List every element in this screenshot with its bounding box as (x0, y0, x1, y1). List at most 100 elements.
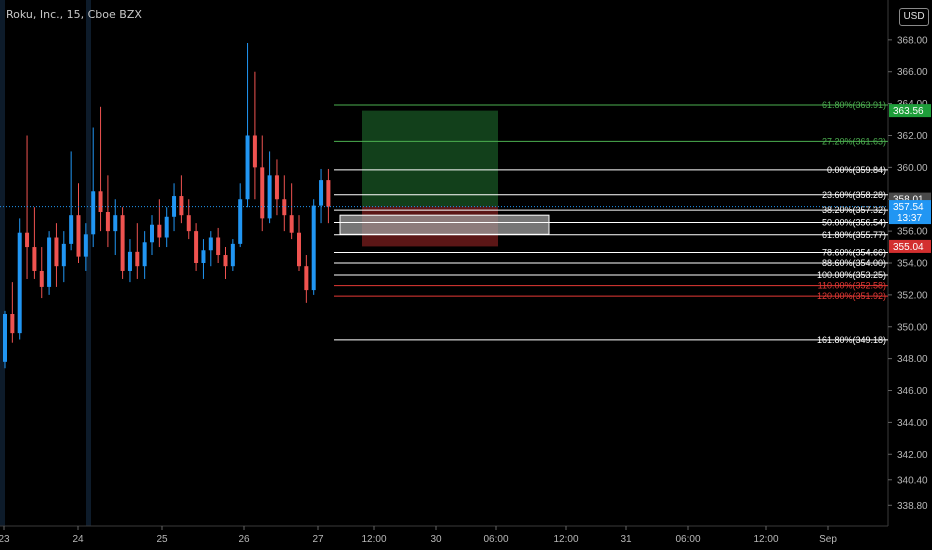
fib-level-label: 120.00%(351.92) (817, 291, 886, 301)
candle-body (76, 215, 81, 257)
symbol-title: Roku, Inc., 15, Cboe BZX (6, 8, 142, 21)
candle-body (91, 191, 96, 235)
time-tick-label: 12:00 (553, 534, 578, 545)
price-badge (889, 239, 931, 253)
candle-body (135, 251, 140, 267)
candle-body (267, 175, 272, 219)
candle-body (164, 216, 169, 238)
target-zone (362, 110, 498, 207)
candle-body (311, 205, 316, 291)
fib-level-label: 27.20%(361.63) (822, 136, 886, 146)
fibonacci-levels: 161.80%(349.18) 120.00%(351.92)110.00%(35… (334, 100, 888, 345)
fib-level-label: 110.00%(352.58) (818, 281, 886, 291)
price-badge-label: 357.54 (893, 202, 924, 213)
time-tick-label: 30 (430, 534, 442, 545)
price-badge (889, 104, 931, 118)
price-tick-label: 346.00 (897, 386, 928, 397)
fib-level-label: 161.80%(349.18) (817, 335, 886, 345)
price-tick-label: 344.00 (897, 418, 928, 429)
selection-box (339, 214, 550, 235)
candle-body (69, 215, 74, 244)
price-tick-label: 368.00 (897, 35, 928, 46)
candle-body (3, 314, 7, 362)
fib-level-label: 61.80%(355.77) (822, 230, 886, 240)
time-tick-label: 12:00 (753, 534, 778, 545)
candle-body (39, 270, 44, 287)
price-tick-label: 360.00 (897, 163, 928, 174)
price-tick-label: 352.00 (897, 290, 928, 301)
fib-level-label: 88.60%(354.00) (822, 258, 886, 268)
fib-level-label: 78.60%(354.66) (822, 247, 886, 257)
time-tick-label: 23 (0, 534, 10, 545)
price-tick-label: 362.00 (897, 131, 928, 142)
time-tick-label: Sep (819, 534, 837, 545)
candle-body (10, 314, 15, 334)
risk-reward-zones (339, 110, 550, 247)
candle-body (157, 224, 162, 238)
candle-body (83, 234, 88, 257)
price-axis[interactable]: 338.80 340.40 342.00 344.00 346.00 348.00 350.… (888, 35, 928, 512)
candle-body (238, 199, 243, 244)
candle-body (98, 191, 103, 212)
fib-level-label: 38.20%(357.32) (822, 205, 886, 215)
candle-body (201, 250, 206, 263)
time-axis[interactable]: 23 24 25 26 27 12:00 30 06:00 12:00 31 06:00 12:00 S… (0, 526, 837, 545)
price-tick-label: 354.00 (897, 259, 928, 270)
candle-body (54, 237, 59, 267)
time-tick-label: 06:00 (675, 534, 700, 545)
candle-body (260, 167, 265, 219)
candle-body (127, 251, 132, 271)
candle-body (61, 243, 66, 267)
time-tick-label: 24 (72, 534, 84, 545)
price-tick-label: 356.00 (897, 227, 928, 238)
price-tick-label: 342.00 (897, 450, 928, 461)
time-tick-label: 31 (620, 534, 632, 545)
candle-body (47, 237, 52, 287)
candle-body (326, 180, 331, 207)
fib-level-label: 0.00%(359.84) (827, 165, 886, 175)
candle-body (105, 211, 110, 232)
fib-level-label: 100.00%(353.25) (817, 270, 886, 280)
price-tick-label: 348.00 (897, 354, 928, 365)
candle-body (230, 243, 235, 267)
price-badge-label: 355.04 (893, 242, 924, 253)
candle-body (179, 196, 184, 216)
candle-body (282, 199, 287, 216)
time-tick-label: 27 (312, 534, 324, 545)
candle-body (223, 255, 228, 267)
session-band (86, 0, 91, 526)
candle-body (150, 224, 154, 243)
price-badge-label: 363.56 (893, 106, 924, 117)
price-badge (889, 200, 931, 225)
candle-body (208, 237, 213, 251)
candle-body (17, 232, 22, 334)
currency-button[interactable]: USD (899, 8, 929, 26)
candle-body (252, 135, 257, 168)
candle-body (25, 232, 30, 248)
session-band (0, 0, 5, 526)
price-badge-countdown: 13:37 (897, 213, 922, 224)
price-tick-label: 350.00 (897, 322, 928, 333)
fib-level-label: 23.60%(358.28) (822, 190, 886, 200)
candle-body (304, 266, 309, 291)
time-tick-label: 25 (156, 534, 168, 545)
candle-body (216, 237, 221, 256)
candle-body (186, 215, 191, 232)
time-tick-label: 26 (238, 534, 250, 545)
candle-body (32, 247, 37, 271)
candle-body (289, 215, 294, 233)
candle-body (245, 135, 250, 200)
price-tick-label: 340.40 (897, 475, 928, 486)
time-tick-label: 12:00 (361, 534, 386, 545)
candle-body (274, 175, 279, 200)
fib-level-label: 50.00%(356.54) (822, 218, 886, 228)
candles (0, 43, 888, 369)
candle-body (113, 215, 118, 232)
candle-body (142, 242, 147, 267)
fib-level-label: 61.80%(363.91) (822, 100, 886, 110)
price-tick-label: 366.00 (897, 67, 928, 78)
candle-body (194, 231, 199, 263)
candle-body (319, 180, 324, 206)
